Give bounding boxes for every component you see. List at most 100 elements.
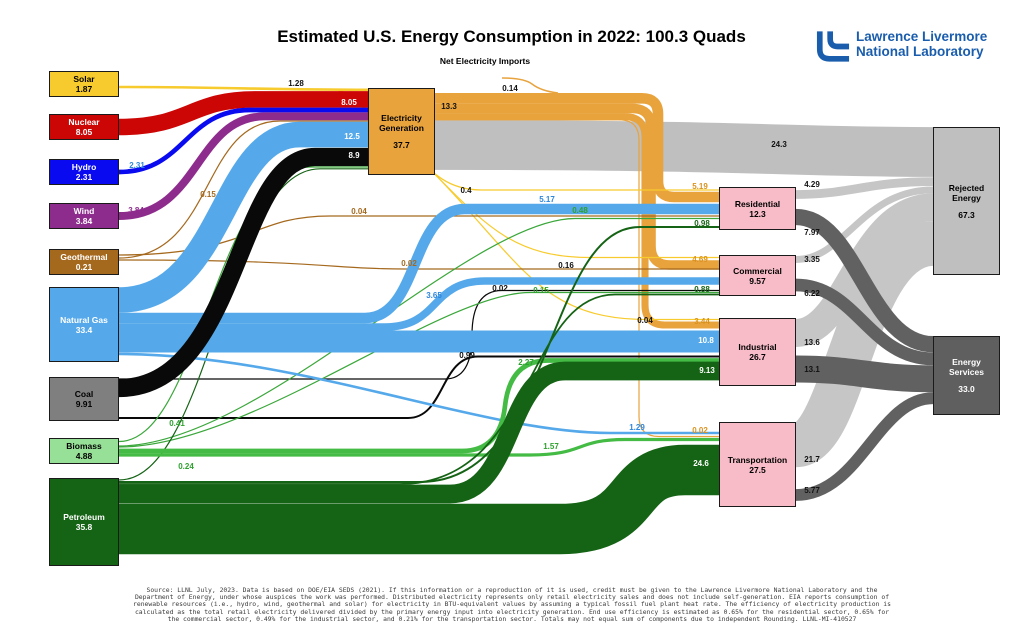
flow-electricity-to-industrial [435, 113, 719, 329]
llnl-logo-text: Lawrence Livermore National Laboratory [856, 29, 988, 59]
flow-transportation-to-rejected [791, 221, 936, 468]
flow-label-electricity-delivered: 13.3 [441, 102, 457, 111]
flow-coal-to-electricity [118, 147, 368, 398]
flow-hydro-to-electricity [118, 107, 368, 175]
flow-biomass-to-transportation [119, 437, 719, 457]
node-coal: Coal 9.91 [49, 377, 119, 421]
flow-label-residential-rejected: 4.29 [804, 180, 820, 189]
flow-naturalgas-to-transportation [118, 352, 719, 435]
flow-solar-to-electricity [118, 85, 369, 92]
page-title: Estimated U.S. Energy Consumption in 202… [277, 27, 746, 46]
flow-industrial-to-services [795, 355, 934, 393]
flow-label-naturalgas-industrial: 10.8 [698, 336, 714, 345]
node-petroleum: Petroleum 35.8 [49, 478, 119, 566]
flow-label-solar-residential: 0.4 [460, 186, 472, 195]
flow-label-geothermal-residential: 0.04 [351, 207, 367, 216]
flow-label-solar-industrial: 0.04 [637, 316, 653, 325]
flow-petroleum-to-transportation [119, 444, 719, 555]
flow-label-electricity-transportation: 0.02 [692, 426, 708, 435]
flow-label-hydro-electricity: 2.31 [129, 161, 145, 170]
flow-label-industrial-rejected: 13.6 [804, 338, 820, 347]
flow-label-electricity-rejected: 24.3 [771, 140, 787, 149]
flow-label-geothermal-electricity: 0.15 [200, 190, 216, 199]
node-energy-services: Energy Services 33.0 [933, 336, 1000, 415]
flow-label-electricity-residential: 5.19 [692, 182, 708, 191]
node-nuclear: Nuclear 8.05 [49, 114, 119, 140]
flow-commercial-to-services [795, 278, 934, 366]
flow-biomass-to-industrial [119, 358, 719, 454]
node-transportation: Transportation 27.5 [719, 422, 796, 507]
flow-biomass-to-commercial [118, 291, 719, 448]
flow-label-petroleum-commercial: 0.88 [694, 285, 710, 294]
flow-geothermal-to-electricity [118, 120, 368, 259]
flow-label-commercial-services: 6.22 [804, 289, 820, 298]
flow-electricity-to-commercial [435, 103, 719, 270]
llnl-logo-line2: National Laboratory [856, 43, 984, 59]
flow-naturalgas-to-commercial [119, 277, 719, 331]
source-note-line4: calculated as the total retail electrici… [134, 607, 890, 616]
flow-label-petroleum-electricity: 0.24 [178, 462, 194, 471]
flow-wind-to-electricity [118, 112, 368, 220]
llnl-logo-line1: Lawrence Livermore [856, 29, 988, 44]
flow-label-solar-electricity: 1.28 [288, 79, 304, 88]
flow-petroleum-to-industrial [119, 361, 719, 504]
flow-label-petroleum-transportation: 24.6 [693, 459, 709, 468]
node-electricity-generation: Electricity Generation 37.7 [368, 88, 435, 175]
flow-label-biomass-residential: 0.48 [572, 206, 588, 215]
node-rejected-energy: Rejected Energy 67.3 [933, 127, 1000, 275]
net-imports-value: 0.14 [502, 84, 518, 93]
flow-label-biomass-transportation: 1.57 [543, 442, 559, 451]
flow-petroleum-to-residential [119, 226, 719, 483]
flow-naturalgas-to-residential [119, 203, 719, 324]
flow-nuclear-to-electricity [118, 91, 368, 136]
flow-label-coal-electricity: 8.9 [348, 151, 360, 160]
flow-label-petroleum-industrial: 9.13 [699, 366, 715, 375]
node-natural-gas: Natural Gas 33.4 [49, 287, 119, 362]
flow-label-nuclear-electricity: 8.05 [341, 98, 357, 107]
flow-label-biomass-commercial: 0.15 [533, 286, 549, 295]
flow-transportation-to-services [795, 392, 934, 501]
flow-net-imports-to-grid [501, 77, 559, 94]
node-residential: Residential 12.3 [719, 187, 796, 230]
node-solar: Solar 1.87 [49, 71, 119, 97]
flow-label-naturalgas-transportation: 1.29 [629, 423, 645, 432]
node-commercial: Commercial 9.57 [719, 255, 796, 296]
flow-label-naturalgas-electricity: 12.5 [344, 132, 360, 141]
source-note: Source: LLNL July, 2023. Data is based o… [116, 586, 908, 623]
node-net-electricity-imports: Net Electricity Imports [439, 56, 531, 66]
flow-label-transportation-rejected: 21.7 [804, 455, 820, 464]
flow-label-transportation-services: 5.77 [804, 486, 820, 495]
llnl-logo: Lawrence Livermore National Laboratory [816, 29, 988, 63]
flow-electricity-to-rejected [434, 120, 934, 177]
flow-label-solar-commercial: 0.16 [558, 261, 574, 270]
flow-label-naturalgas-commercial: 3.65 [426, 291, 442, 300]
flow-naturalgas-to-electricity [118, 121, 368, 313]
flow-label-commercial-rejected: 3.35 [804, 255, 820, 264]
flow-residential-to-rejected [795, 177, 934, 199]
flow-coal-to-industrial [119, 355, 719, 419]
llnl-logo-icon [816, 31, 850, 62]
flow-label-wind-electricity: 3.84 [128, 206, 144, 215]
flow-label-geothermal-commercial: 0.02 [401, 259, 417, 268]
flow-commercial-to-rejected [795, 186, 934, 263]
source-note-line5: the commercial sector, 0.49% for the ind… [167, 614, 857, 623]
flow-label-biomass-industrial: 2.27 [518, 358, 534, 367]
node-wind: Wind 3.84 [49, 203, 119, 229]
flow-label-residential-services: 7.97 [804, 228, 820, 237]
flow-label-coal-industrial: 0.99 [459, 351, 475, 360]
node-geothermal: Geothermal 0.21 [49, 249, 119, 275]
flow-label-electricity-commercial: 4.69 [692, 255, 708, 264]
flow-label-coal-commercial: 0.02 [492, 284, 508, 293]
flow-electricity-to-residential [435, 93, 719, 203]
flow-residential-to-services [795, 208, 934, 353]
flow-label-biomass-electricity: 0.41 [169, 419, 185, 428]
node-industrial: Industrial 26.7 [719, 318, 796, 386]
flow-label-industrial-services: 13.1 [804, 365, 820, 374]
flow-label-naturalgas-residential: 5.17 [539, 195, 555, 204]
source-note-line1: Source: LLNL July, 2023. Data is based o… [146, 586, 878, 594]
source-note-line3: renewable resources (i.e., hydro, wind, … [133, 600, 891, 609]
flow-label-petroleum-residential: 0.98 [694, 219, 710, 228]
node-biomass: Biomass 4.88 [49, 438, 119, 464]
